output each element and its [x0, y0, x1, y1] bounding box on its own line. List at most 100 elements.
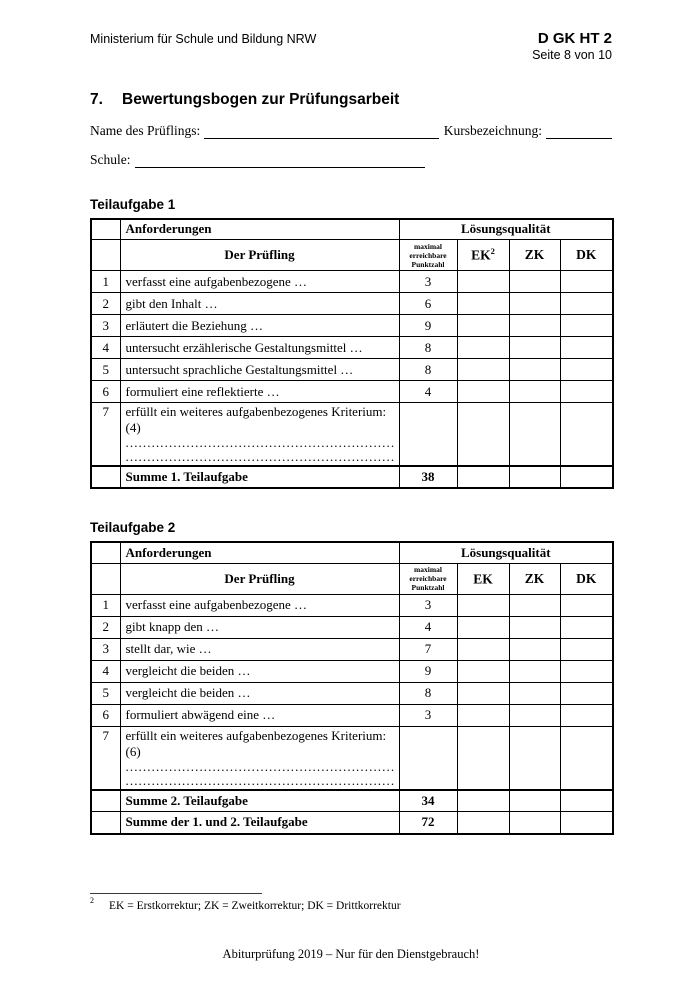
- ek-score-cell[interactable]: [456, 336, 510, 359]
- criterion-row: 6 formuliert abwägend eine … 3: [90, 703, 614, 727]
- zk-score-cell[interactable]: [508, 593, 561, 617]
- dk-score-cell[interactable]: [559, 788, 614, 812]
- max-points-header: maximal erreichbare Punktzahl: [398, 239, 458, 271]
- empty-corner-cell: [90, 562, 121, 595]
- row-number-cell: 7: [90, 725, 121, 790]
- criterion-cell: untersucht erzählerische Gestaltungsmitt…: [119, 336, 400, 359]
- zk-score-cell[interactable]: [508, 659, 561, 683]
- dk-score-cell[interactable]: [559, 659, 614, 683]
- criterion-cell: formuliert eine reflektierte …: [119, 380, 400, 403]
- ministry-name: Ministerium für Schule und Bildung NRW: [90, 32, 317, 46]
- criterion-cell: gibt den Inhalt …: [119, 292, 400, 315]
- dk-score-cell[interactable]: [559, 725, 614, 790]
- table-header-row: Anforderungen Lösungsqualität: [90, 541, 614, 564]
- sum-row: Summe 2. Teilaufgabe 34: [90, 788, 614, 812]
- criterion-cell: erläutert die Beziehung …: [119, 314, 400, 337]
- criterion-cell: vergleicht die beiden …: [119, 681, 400, 705]
- criterion-cell: gibt knapp den …: [119, 615, 400, 639]
- table-header-row: Anforderungen Lösungsqualität: [90, 218, 614, 240]
- dk-score-cell[interactable]: [559, 637, 614, 661]
- zk-score-cell[interactable]: [508, 358, 561, 381]
- zk-score-cell[interactable]: [508, 703, 561, 727]
- ek-score-cell[interactable]: [456, 615, 510, 639]
- dk-score-cell[interactable]: [559, 336, 614, 359]
- zk-score-cell[interactable]: [508, 336, 561, 359]
- ek-score-cell[interactable]: [456, 788, 510, 812]
- dk-score-cell[interactable]: [559, 380, 614, 403]
- sum-points: 72: [398, 811, 458, 834]
- ek-score-cell[interactable]: [456, 270, 510, 293]
- criterion-row: 3 stellt dar, wie … 7: [90, 637, 614, 661]
- dk-score-cell[interactable]: [559, 681, 614, 705]
- ek-score-cell[interactable]: [456, 659, 510, 683]
- ek-score-cell[interactable]: [456, 637, 510, 661]
- school-input-line[interactable]: [134, 153, 425, 168]
- zk-score-cell[interactable]: [508, 811, 561, 834]
- zk-score-cell[interactable]: [508, 615, 561, 639]
- dk-score-cell[interactable]: [559, 465, 614, 489]
- ek-score-cell[interactable]: [456, 593, 510, 617]
- zk-score-cell[interactable]: [508, 465, 561, 489]
- max-points-cell: 7: [398, 637, 458, 661]
- sum-label: Summe 1. Teilaufgabe: [119, 465, 400, 489]
- dotted-fill-line[interactable]: ........................................…: [125, 450, 394, 464]
- row-number-cell: 1: [90, 270, 121, 293]
- ek-score-cell[interactable]: [456, 725, 510, 790]
- footnote-marker: 2: [90, 895, 94, 905]
- dk-score-cell[interactable]: [559, 292, 614, 315]
- zk-score-cell[interactable]: [508, 292, 561, 315]
- dk-score-cell[interactable]: [559, 593, 614, 617]
- ek-score-cell[interactable]: [456, 402, 510, 467]
- quality-header: Lösungsqualität: [398, 541, 614, 564]
- dk-score-cell[interactable]: [559, 270, 614, 293]
- ek-score-cell[interactable]: [456, 811, 510, 834]
- sum-label: Summe 2. Teilaufgabe: [119, 788, 400, 812]
- dotted-fill-line[interactable]: ........................................…: [125, 436, 394, 450]
- dotted-fill-line[interactable]: ........................................…: [125, 759, 394, 774]
- criterion-text: erfüllt ein weiteres aufgabenbezogenes K…: [125, 727, 387, 759]
- dk-score-cell[interactable]: [559, 615, 614, 639]
- zk-score-cell[interactable]: [508, 270, 561, 293]
- dotted-fill-line[interactable]: ........................................…: [125, 773, 394, 788]
- criterion-text: erfüllt ein weiteres aufgabenbezogenes K…: [125, 404, 387, 435]
- document-page: Ministerium für Schule und Bildung NRW D…: [90, 30, 615, 961]
- ek-score-cell[interactable]: [456, 681, 510, 705]
- requirements-header: Anforderungen: [119, 541, 400, 564]
- row-number-cell: 5: [90, 358, 121, 381]
- name-input-line[interactable]: [204, 124, 439, 139]
- ek-score-cell[interactable]: [456, 380, 510, 403]
- zk-score-cell[interactable]: [508, 788, 561, 812]
- dk-score-cell[interactable]: [559, 703, 614, 727]
- zk-score-cell[interactable]: [508, 402, 561, 467]
- table-1-body: 1 verfasst eine aufgabenbezogene … 3 2 gibt …: [90, 270, 614, 489]
- row-number-cell: [90, 788, 121, 812]
- criterion-cell: verfasst eine aufgabenbezogene …: [119, 593, 400, 617]
- dk-score-cell[interactable]: [559, 358, 614, 381]
- course-input-line[interactable]: [546, 124, 612, 139]
- ek-score-cell[interactable]: [456, 703, 510, 727]
- ek-score-cell[interactable]: [456, 314, 510, 337]
- dk-score-cell[interactable]: [559, 314, 614, 337]
- dk-score-cell[interactable]: [559, 811, 614, 834]
- ek-score-cell[interactable]: [456, 358, 510, 381]
- zk-score-cell[interactable]: [508, 380, 561, 403]
- footnote-separator: [90, 892, 262, 894]
- subject-header: Der Prüfling: [119, 239, 400, 271]
- ek-score-cell[interactable]: [456, 465, 510, 489]
- document-code: D GK HT 2: [537, 30, 612, 47]
- ek-header: EK: [456, 562, 510, 595]
- section-number: 7.: [90, 90, 103, 108]
- zk-score-cell[interactable]: [508, 314, 561, 337]
- max-points-header: maximal erreichbare Punktzahl: [398, 562, 458, 595]
- grading-table-2: Anforderungen Lösungsqualität Der Prüfli…: [90, 541, 615, 835]
- zk-score-cell[interactable]: [508, 637, 561, 661]
- row-number-cell: 2: [90, 292, 121, 315]
- zk-score-cell[interactable]: [508, 681, 561, 705]
- zk-score-cell[interactable]: [508, 725, 561, 790]
- form-line-school: Schule:: [90, 152, 612, 168]
- criterion-row: 3 erläutert die Beziehung … 9: [90, 314, 614, 337]
- criterion-row: 1 verfasst eine aufgabenbezogene … 3: [90, 593, 614, 617]
- dk-score-cell[interactable]: [559, 402, 614, 467]
- criterion-cell: erfüllt ein weiteres aufgabenbezogenes K…: [119, 725, 400, 790]
- ek-score-cell[interactable]: [456, 292, 510, 315]
